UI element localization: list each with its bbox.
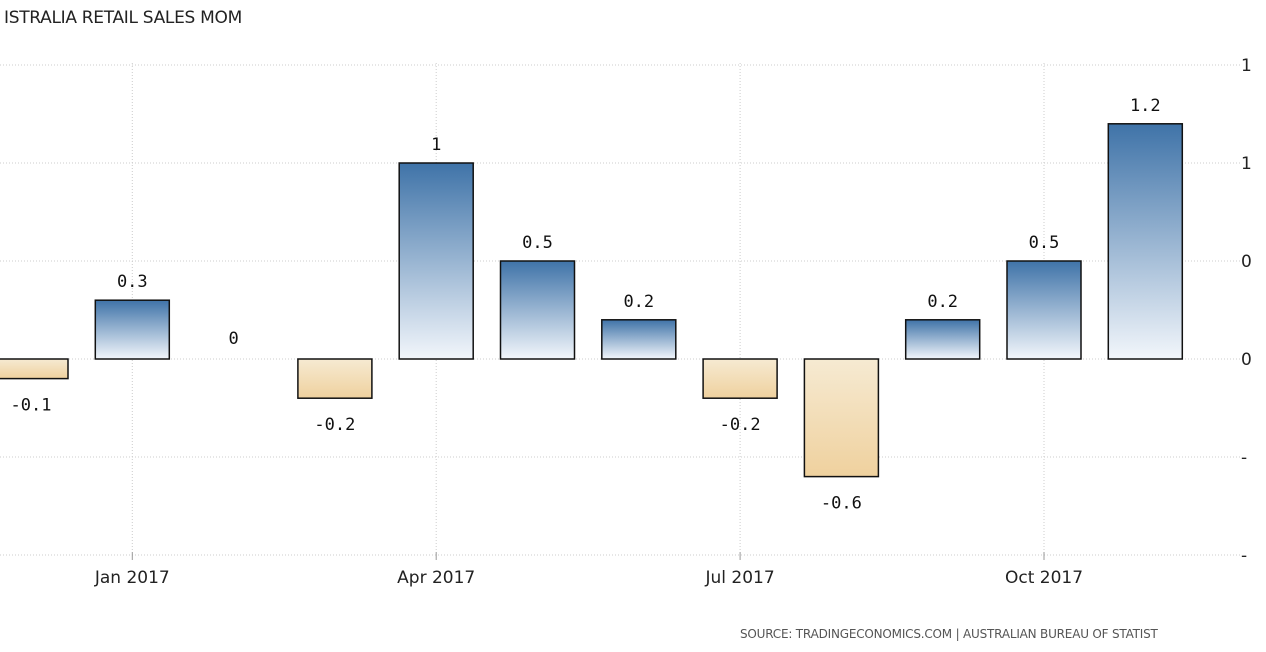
x-tick-label: Apr 2017 <box>397 568 475 588</box>
data-label: -0.2 <box>720 415 761 435</box>
y-tick-label: - <box>1241 546 1247 566</box>
y-tick-label: 1 <box>1241 154 1252 174</box>
bars <box>0 123 1184 478</box>
x-tick-label: Jan 2017 <box>94 568 170 588</box>
bar <box>0 358 69 380</box>
x-tick-label: Jul 2017 <box>705 568 775 588</box>
bar <box>398 162 474 360</box>
bar <box>702 358 778 399</box>
data-label: -0.2 <box>314 415 355 435</box>
data-label: -0.1 <box>11 396 52 416</box>
y-tick-label: 0 <box>1241 252 1252 272</box>
x-axis: Jan 2017 Apr 2017 Jul 2017 Oct 2017 <box>94 552 1083 588</box>
data-label: 0.5 <box>522 233 553 253</box>
data-label: 1 <box>431 135 441 155</box>
y-tick-label: 1 <box>1241 56 1252 76</box>
bar <box>499 260 576 360</box>
data-label: 0.3 <box>117 272 148 292</box>
data-label: -0.6 <box>821 494 862 514</box>
chart-title: ISTRALIA RETAIL SALES MOM <box>4 8 242 28</box>
y-axis: 1 1 0 0 - - <box>1241 56 1252 566</box>
bar <box>904 319 981 360</box>
data-label: 0.2 <box>623 292 654 312</box>
bar <box>297 358 373 399</box>
x-tick-label: Oct 2017 <box>1005 568 1083 588</box>
y-tick-label: 0 <box>1241 350 1252 370</box>
bar <box>1006 260 1082 360</box>
data-label: 0 <box>228 329 238 349</box>
bar <box>1107 123 1184 360</box>
y-tick-label: - <box>1241 448 1247 468</box>
grid <box>0 63 1240 556</box>
data-label: 0.5 <box>1029 233 1060 253</box>
data-label: 0.2 <box>927 292 958 312</box>
bar <box>94 299 171 360</box>
data-label: 1.2 <box>1130 96 1161 116</box>
source-note: SOURCE: TRADINGECONOMICS.COM | AUSTRALIA… <box>740 627 1158 641</box>
bar <box>601 319 677 360</box>
bar <box>803 358 880 478</box>
data-labels: -0.1 0.3 0 -0.2 1 0.5 0.2 -0.2 -0.6 0.2 0.5 1.2 <box>11 96 1161 514</box>
